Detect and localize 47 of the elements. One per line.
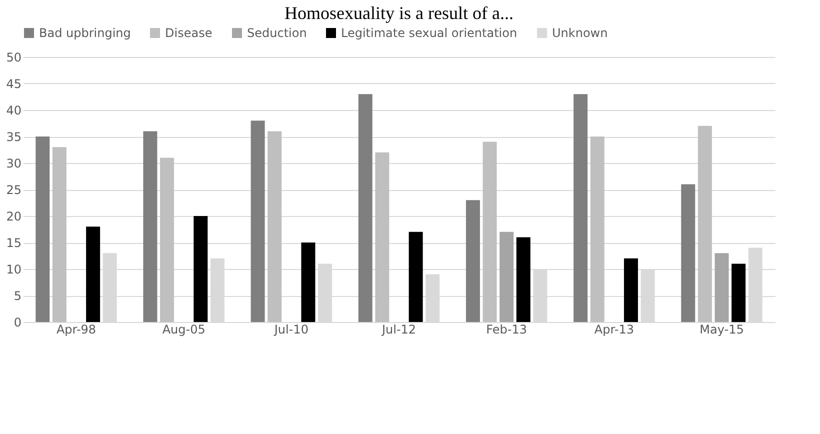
bar [574, 94, 588, 322]
bar [52, 147, 66, 322]
bar [143, 131, 158, 322]
y-tick-label: 35 [6, 130, 22, 144]
bar [466, 200, 480, 322]
y-tick-label: 50 [6, 50, 22, 64]
bar [732, 264, 746, 322]
bar [86, 226, 100, 322]
bar [698, 126, 712, 322]
y-tick-label: 5 [14, 289, 22, 303]
y-tick-label: 45 [6, 77, 22, 91]
legend-label: Legitimate sexual orientation [341, 26, 518, 40]
bar [590, 136, 604, 322]
bar [358, 94, 372, 322]
legend-label: Bad upbringing [39, 26, 131, 40]
bar [516, 237, 530, 322]
x-tick-label: Jul-12 [380, 322, 416, 336]
x-tick-label: Jul-10 [273, 322, 308, 336]
bar [301, 242, 316, 322]
bar [624, 258, 638, 322]
y-tick-label: 0 [14, 316, 22, 330]
legend-label: Seduction [247, 26, 307, 40]
x-tick-label: Feb-13 [486, 322, 528, 336]
bar [36, 136, 50, 322]
y-tick-label: 10 [6, 262, 22, 276]
y-tick-label: 40 [6, 104, 22, 118]
y-tick-label: 25 [6, 183, 22, 197]
x-tick-label: Apr-13 [594, 322, 634, 336]
legend-label: Disease [165, 26, 212, 40]
bar [250, 120, 265, 322]
legend-label: Unknown [552, 26, 608, 40]
bar [714, 253, 729, 322]
y-tick-label: 15 [6, 236, 22, 250]
bar [681, 184, 696, 322]
bar [268, 131, 282, 322]
bar [482, 142, 497, 322]
bar [160, 158, 174, 322]
x-tick-label: May-15 [700, 322, 744, 336]
x-tick-label: Apr-98 [56, 322, 96, 336]
y-tick-label: 30 [6, 156, 22, 170]
bar [500, 232, 514, 322]
y-tick-label: 20 [6, 210, 22, 224]
bar [375, 152, 390, 322]
x-tick-label: Aug-05 [162, 322, 206, 336]
chart-title: Homosexuality is a result of a... [284, 3, 514, 23]
bar [408, 232, 423, 322]
bar [194, 216, 208, 322]
